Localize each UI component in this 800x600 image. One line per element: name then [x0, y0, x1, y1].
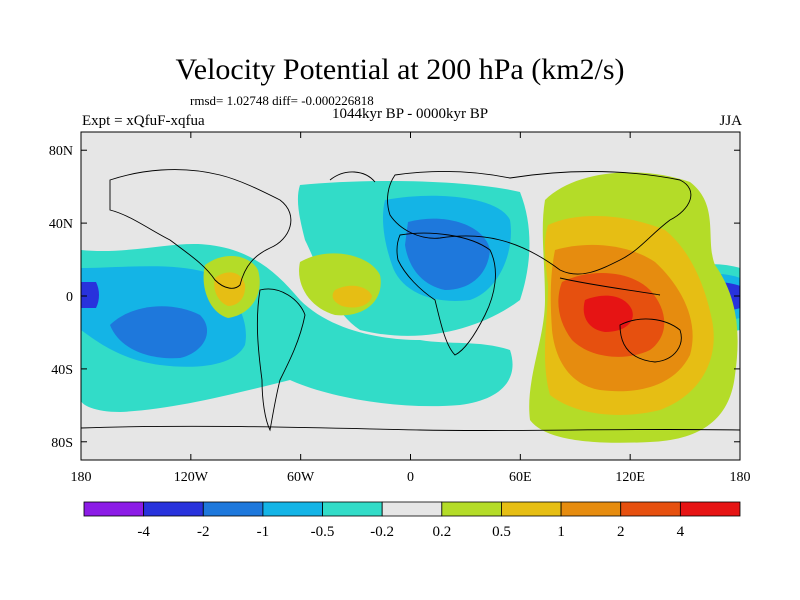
colorbar-label: 0.2: [432, 524, 451, 540]
velocity-potential-field: [81, 132, 740, 460]
colorbar-swatch: [262, 501, 323, 517]
colorbar: -4 -2 -1 -0.5 -0.2 0.2 0.5 1 2 4: [83, 501, 741, 540]
coastlines: [81, 169, 740, 432]
colorbar-swatch: [381, 501, 443, 517]
colorbar-swatch: [83, 501, 145, 517]
colorbar-swatch: [202, 501, 264, 517]
y-tick-label: 80S: [51, 436, 73, 451]
colorbar-label: 0.5: [492, 524, 511, 540]
colorbar-label: -0.2: [370, 524, 394, 540]
colorbar-label: -0.5: [311, 524, 335, 540]
y-tick-label: 40N: [49, 217, 73, 232]
colorbar-label: -2: [197, 524, 210, 540]
map-title: Velocity Potential at 200 hPa (km2/s): [175, 53, 625, 86]
x-tick-label: 120W: [174, 470, 209, 485]
colorbar-label: 1: [557, 524, 565, 540]
x-tick-label: 180: [71, 470, 92, 485]
experiment-label: Expt = xQfuF-xqfua: [82, 113, 205, 129]
colorbar-label: 2: [617, 524, 625, 540]
y-tick-label: 40S: [51, 363, 73, 378]
colorbar-swatch: [620, 501, 681, 517]
x-tick-label: 0: [407, 470, 414, 485]
colorbar-label: -4: [137, 524, 150, 540]
contour-region: [214, 272, 246, 306]
x-tick-label: 60E: [509, 470, 532, 485]
colorbar-swatch: [441, 501, 502, 517]
colorbar-swatch: [143, 501, 204, 517]
colorbar-swatch: [560, 501, 622, 517]
contour-region: [583, 295, 633, 332]
contour-region: [405, 218, 490, 290]
x-tick-label: 180: [730, 470, 751, 485]
rmsd-diff-stats: rmsd= 1.02748 diff= -0.000226818: [190, 93, 374, 108]
x-tick-label: 60W: [287, 470, 315, 485]
y-axis: 80N 40N 0 40S 80S: [49, 144, 740, 451]
colorbar-label: 4: [677, 524, 685, 540]
y-tick-label: 80N: [49, 144, 73, 159]
contour-region: [332, 285, 372, 308]
season-label: JJA: [719, 113, 742, 129]
contour-region: [81, 282, 99, 308]
period-label: 1044kyr BP - 0000kyr BP: [331, 106, 489, 122]
colorbar-swatch: [322, 501, 383, 517]
x-tick-label: 120E: [615, 470, 645, 485]
y-tick-label: 0: [66, 290, 73, 305]
colorbar-label: -1: [257, 524, 270, 540]
contour-region: [110, 306, 208, 359]
colorbar-swatch: [501, 501, 562, 517]
colorbar-swatch: [679, 501, 741, 517]
x-axis: 180 120W 60W 0 60E 120E 180: [71, 132, 751, 485]
